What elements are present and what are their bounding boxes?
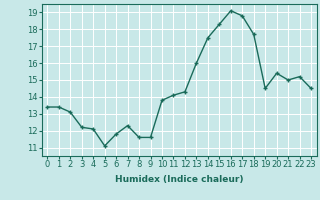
- X-axis label: Humidex (Indice chaleur): Humidex (Indice chaleur): [115, 175, 244, 184]
